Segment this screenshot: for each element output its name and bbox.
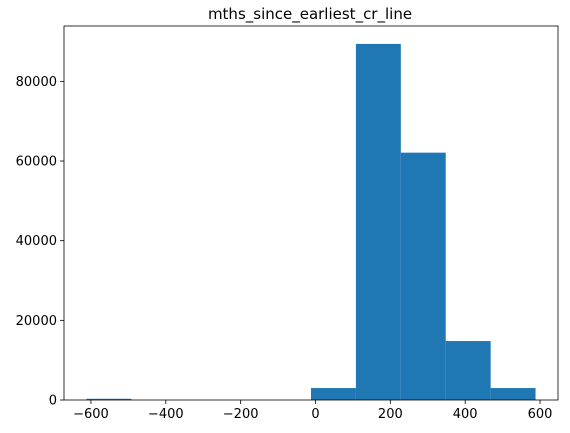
x-tick-label: −200 xyxy=(223,407,259,422)
x-tick-label: 0 xyxy=(311,407,319,422)
plot-frame xyxy=(63,25,559,401)
histogram-bar-5 xyxy=(311,388,356,400)
x-tick-label: −600 xyxy=(73,407,109,422)
histogram-bar-7 xyxy=(400,152,446,400)
histogram-bar-9 xyxy=(490,388,536,400)
y-axis-ticks: 0 20000 40000 60000 80000 xyxy=(16,75,64,409)
histogram-bar-8 xyxy=(445,341,491,400)
chart-title: mths_since_earliest_cr_line xyxy=(208,5,412,24)
y-tick-label: 20000 xyxy=(16,314,57,329)
y-tick-label: 80000 xyxy=(16,75,57,90)
histogram-bar-6 xyxy=(355,43,401,401)
bars-group xyxy=(86,43,536,401)
x-axis-ticks: −600 −400 −200 0 200 400 600 xyxy=(73,400,552,422)
x-tick-label: −400 xyxy=(148,407,184,422)
x-tick-label: 400 xyxy=(453,407,478,422)
y-tick-label: 60000 xyxy=(16,155,57,170)
x-tick-label: 600 xyxy=(528,407,553,422)
x-tick-label: 200 xyxy=(378,407,403,422)
histogram-bar-0 xyxy=(86,398,132,400)
y-tick-label: 0 xyxy=(49,394,57,409)
y-tick-label: 40000 xyxy=(16,234,57,249)
